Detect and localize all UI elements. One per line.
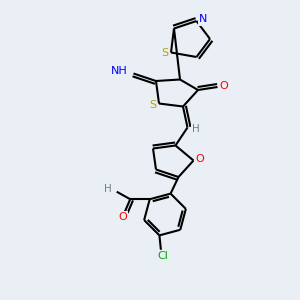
Text: Cl: Cl <box>157 251 168 261</box>
Text: O: O <box>196 154 205 164</box>
Text: S: S <box>161 47 168 58</box>
Text: O: O <box>118 212 127 222</box>
Text: NH: NH <box>111 66 128 76</box>
Text: S: S <box>149 100 156 110</box>
Text: H: H <box>103 184 111 194</box>
Text: O: O <box>220 80 229 91</box>
Text: H: H <box>192 124 200 134</box>
Text: N: N <box>199 14 207 25</box>
